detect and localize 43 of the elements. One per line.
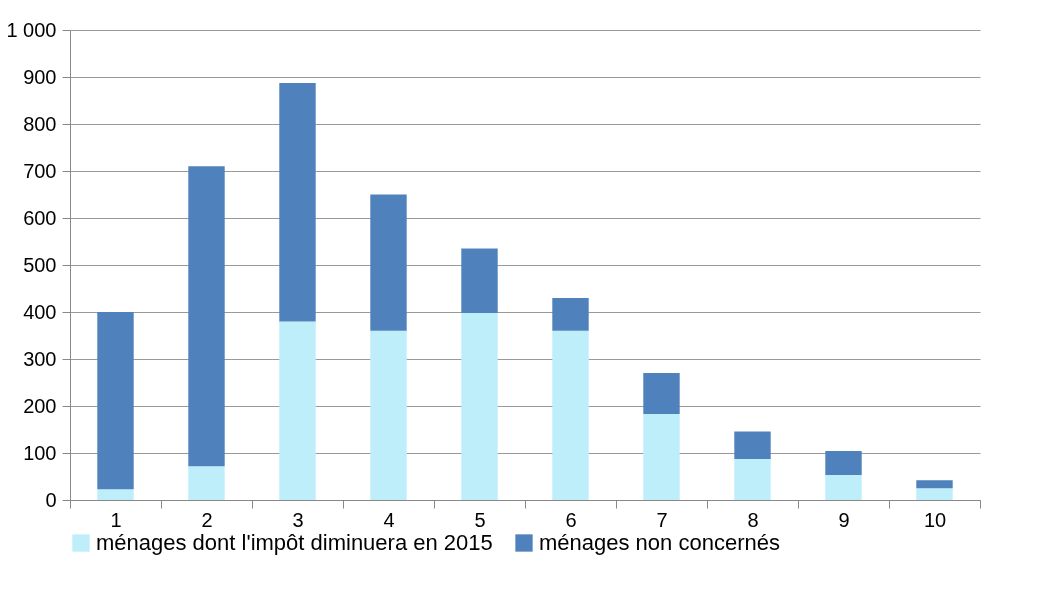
y-tick-label: 800 xyxy=(23,112,57,135)
x-tick-label: 9 xyxy=(838,508,850,531)
bar xyxy=(643,413,680,500)
legend-label: ménages non concernés xyxy=(539,530,780,555)
y-tick-label: 400 xyxy=(23,300,57,323)
bar xyxy=(734,459,771,500)
y-tick-label: 0 xyxy=(45,488,57,511)
y-tick-label: 900 xyxy=(23,65,57,88)
x-tick-label: 7 xyxy=(656,508,668,531)
bar xyxy=(97,489,134,500)
bar xyxy=(916,480,953,489)
bar xyxy=(552,330,589,500)
x-tick-label: 8 xyxy=(747,508,759,531)
y-tick-label: 100 xyxy=(23,441,57,464)
x-tick-label: 10 xyxy=(923,508,947,531)
bar xyxy=(97,312,134,490)
y-tick-label: 200 xyxy=(23,394,57,417)
bar xyxy=(825,475,862,500)
y-tick-label: 700 xyxy=(23,159,57,182)
y-tick-label: 300 xyxy=(23,347,57,370)
bar xyxy=(552,297,589,331)
bar xyxy=(370,330,407,500)
bar xyxy=(279,321,316,500)
bar xyxy=(279,83,316,322)
x-tick-label: 1 xyxy=(110,508,122,531)
bar xyxy=(461,312,498,500)
bar xyxy=(643,373,680,414)
bar xyxy=(734,431,771,460)
x-tick-label: 4 xyxy=(383,508,395,531)
bar xyxy=(370,194,407,331)
legend-label: ménages dont l'impôt diminuera en 2015 xyxy=(96,530,493,555)
bar xyxy=(188,166,225,467)
y-tick-label: 1 000 xyxy=(6,18,57,41)
x-tick-label: 3 xyxy=(292,508,304,531)
bar xyxy=(461,248,498,313)
y-tick-label: 600 xyxy=(23,206,57,229)
bar xyxy=(825,451,862,476)
x-tick-label: 6 xyxy=(565,508,577,531)
bar xyxy=(916,488,953,500)
bar xyxy=(188,466,225,500)
x-tick-label: 2 xyxy=(201,508,213,531)
x-tick-label: 5 xyxy=(474,508,486,531)
y-tick-label: 500 xyxy=(23,253,57,276)
